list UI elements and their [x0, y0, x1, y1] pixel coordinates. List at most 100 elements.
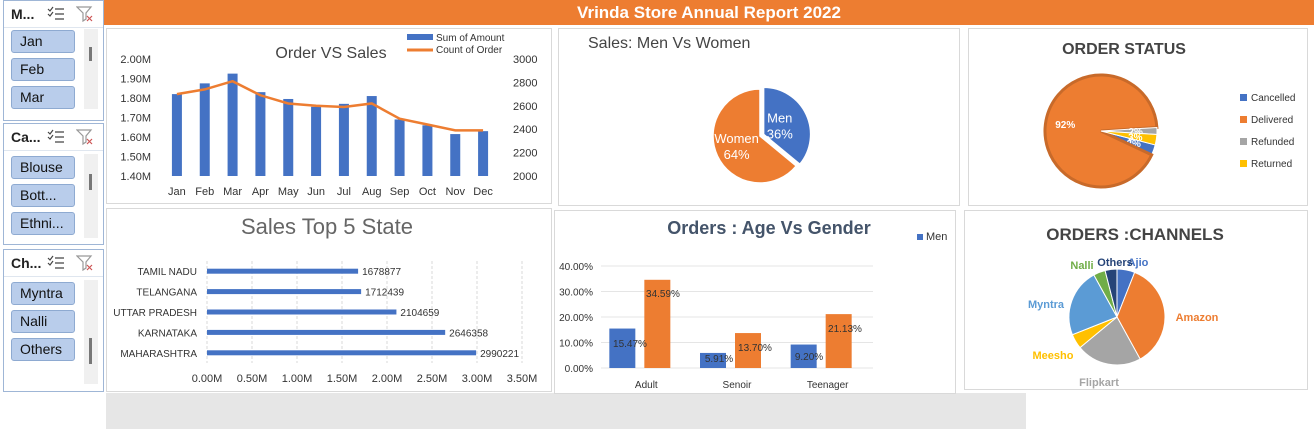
y-tick-label: 10.00% — [559, 339, 593, 350]
bar-sum-of-amount — [171, 94, 182, 176]
slice-label: Others — [1097, 257, 1132, 269]
y-tick-label: 40.00% — [559, 262, 593, 273]
x-tick-label: Senoir — [723, 380, 753, 391]
x-tick-label: Aug — [362, 186, 382, 198]
order-status-chart: ORDER STATUS 3% 92% 2%3% Cancelled Delivered R… — [1043, 41, 1295, 189]
x-tick-label: 1.00M — [282, 373, 313, 385]
top-states-chart: Sales Top 5 State 0.00M 0.50M 1.00M 1.50M 2.0… — [113, 214, 537, 385]
x-tick-label: Dec — [473, 186, 493, 198]
pie-slice-flipkart — [1079, 316, 1141, 366]
data-label: 1712439 — [365, 288, 404, 299]
y-tick-label: 1.80M — [120, 93, 151, 105]
legend-swatch — [1240, 160, 1247, 167]
slice-label: Myntra — [1028, 299, 1065, 311]
y-tick-label: 1.40M — [120, 171, 151, 183]
slicer-header: M... — [4, 1, 103, 28]
pie-slice-returned — [1100, 130, 1158, 146]
slicer-item[interactable]: Blouse — [11, 156, 75, 179]
chart-title: Sales Top 5 State — [241, 214, 413, 239]
slicer-item[interactable]: Jan — [11, 30, 75, 53]
bar-state — [207, 268, 359, 274]
chart-title: ORDERS :CHANNELS — [1046, 225, 1224, 244]
bar-state — [207, 289, 362, 295]
month-slicer[interactable]: M... Jan Feb Mar — [3, 0, 104, 121]
multi-select-icon[interactable] — [47, 255, 65, 271]
bar-sum-of-amount — [283, 98, 294, 176]
y-tick-label: KARNATAKA — [138, 328, 197, 339]
legend-swatch — [1240, 138, 1247, 145]
slicer-item[interactable]: Myntra — [11, 282, 75, 305]
bar-sum-of-amount — [199, 83, 210, 176]
slicer-scrollbar[interactable] — [84, 280, 98, 384]
scrollbar-thumb[interactable] — [89, 174, 92, 190]
data-label: 21.13% — [828, 324, 862, 335]
x-tick-label: Teenager — [807, 380, 849, 391]
bar-women — [825, 314, 852, 368]
bar-women — [644, 279, 671, 368]
slicer-item[interactable]: Ethni... — [11, 212, 75, 235]
report-title: Vrinda Store Annual Report 2022 — [104, 0, 1314, 25]
x-tick-label: May — [278, 186, 299, 198]
data-label: 13.70% — [738, 343, 772, 354]
x-tick-label: Feb — [195, 186, 214, 198]
bar-men — [609, 328, 636, 368]
legend-swatch-men — [917, 234, 923, 240]
x-tick-label: 0.00M — [192, 373, 223, 385]
orders-channels-chart: ORDERS :CHANNELS Ajio Amazon Flipkart Meesho… — [1028, 225, 1224, 389]
sheet-background-left — [0, 393, 106, 429]
x-tick-label: Jun — [307, 186, 325, 198]
legend-label: Refunded — [1251, 137, 1294, 148]
legend-swatch-sum — [407, 34, 433, 40]
slicer-scrollbar[interactable] — [84, 154, 98, 238]
slice-label: Women — [714, 131, 759, 146]
slicer-title: M... — [11, 6, 35, 22]
age-vs-gender-chart: Orders : Age Vs Gender Men 40.00% 30.00% 20.… — [559, 218, 947, 391]
pie-slice-myntra — [1068, 274, 1118, 336]
slice-label: Nalli — [1070, 260, 1093, 272]
slicer-scrollbar[interactable] — [84, 29, 98, 109]
data-label: 2104659 — [400, 308, 439, 319]
chart-title: Order VS Sales — [275, 45, 386, 62]
data-label: 15.47% — [613, 339, 647, 350]
slice-value: 64% — [724, 147, 750, 162]
clear-filter-icon[interactable] — [76, 6, 94, 22]
x-tick-label: Nov — [445, 186, 465, 198]
pie-slice-others — [1104, 268, 1118, 318]
bar-sum-of-amount — [338, 103, 349, 176]
slicer-item[interactable]: Others — [11, 338, 75, 361]
bar-state — [207, 329, 446, 335]
bar-men — [790, 344, 817, 368]
scrollbar-thumb[interactable] — [89, 47, 92, 61]
slicer-item[interactable]: Feb — [11, 58, 75, 81]
y-tick-label: TELANGANA — [136, 288, 197, 299]
x-tick-label: Adult — [635, 380, 658, 391]
category-slicer[interactable]: Ca... Blouse Bott... Ethni... — [3, 123, 104, 245]
channel-slicer[interactable]: Ch... Myntra Nalli Others — [3, 249, 104, 392]
y-right-tick-label: 3000 — [513, 54, 537, 66]
legend-label-men: Men — [926, 231, 947, 243]
x-tick-label: 2.00M — [372, 373, 403, 385]
x-tick-label: Oct — [419, 186, 436, 198]
pie-slice-women — [712, 88, 798, 184]
bar-sum-of-amount — [255, 92, 266, 176]
scrollbar-thumb[interactable] — [89, 338, 92, 364]
slice-value: 3% — [1128, 132, 1143, 143]
y-tick-label: MAHARASHTRA — [120, 349, 197, 360]
x-tick-label: Sep — [390, 186, 410, 198]
slice-value: 2% — [1128, 127, 1143, 138]
line-count-of-order — [176, 79, 484, 132]
multi-select-icon[interactable] — [47, 6, 65, 22]
slicer-title: Ch... — [11, 255, 42, 271]
multi-select-icon[interactable] — [47, 129, 65, 145]
age-vs-gender-panel: Orders : Age Vs Gender Men 40.00% 30.00% 20.… — [554, 210, 956, 394]
data-label: 9.20% — [795, 352, 823, 363]
chart-title: Sales: Men Vs Women — [588, 35, 750, 52]
bar-sum-of-amount — [422, 125, 433, 176]
slicer-item[interactable]: Mar — [11, 86, 75, 109]
y-tick-label: TAMIL NADU — [138, 267, 197, 278]
slicer-item[interactable]: Bott... — [11, 184, 75, 207]
x-tick-label: 2.50M — [417, 373, 448, 385]
clear-filter-icon[interactable] — [76, 255, 94, 271]
slicer-item[interactable]: Nalli — [11, 310, 75, 333]
clear-filter-icon[interactable] — [76, 129, 94, 145]
